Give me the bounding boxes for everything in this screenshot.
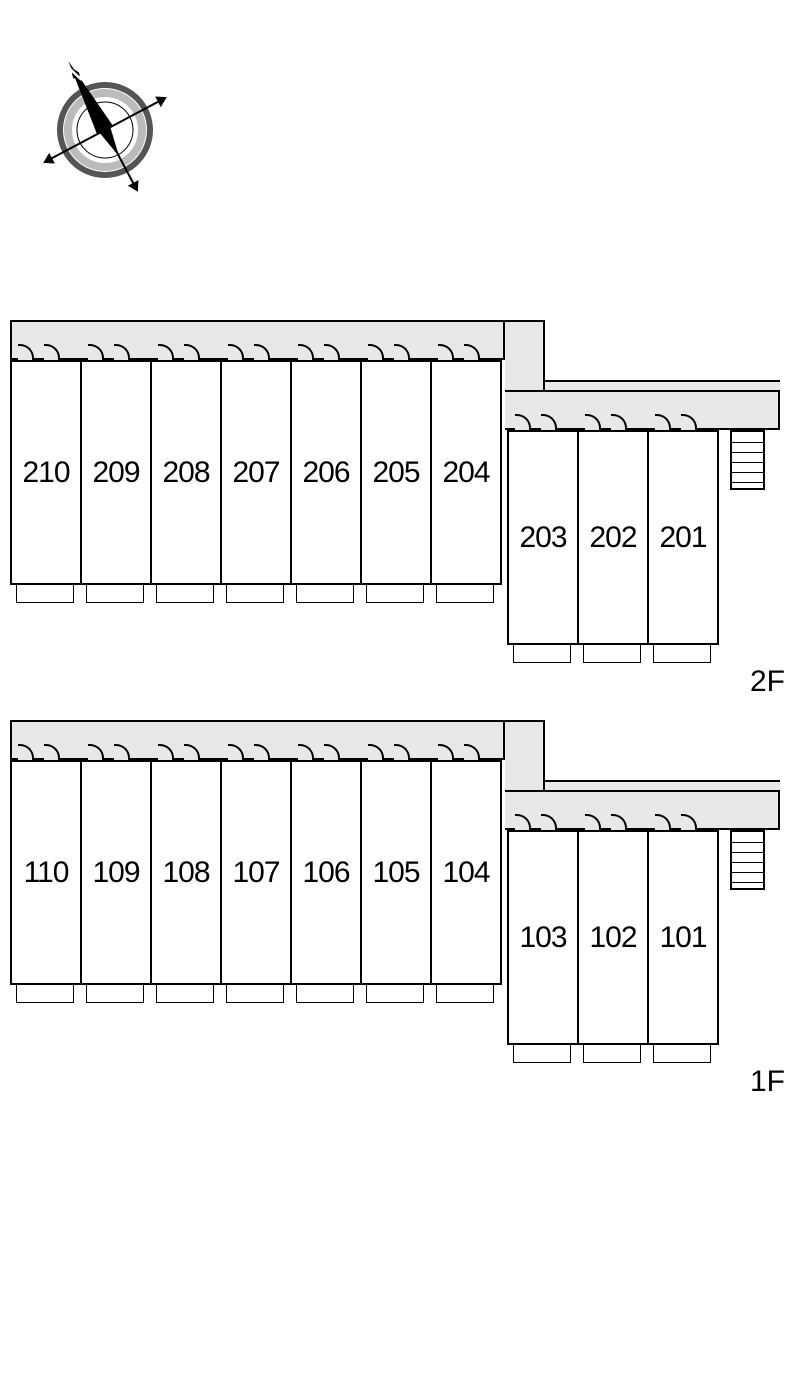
corridor [10,320,505,360]
balcony [226,985,284,1003]
unit-label: 107 [232,856,279,890]
unit-label: 104 [442,856,489,890]
balcony [583,645,641,663]
unit-label: 105 [372,856,419,890]
balcony [296,585,354,603]
unit-208: 208 [150,360,222,585]
unit-109: 109 [80,760,152,985]
unit-label: 109 [92,856,139,890]
balcony [583,1045,641,1063]
balcony [156,585,214,603]
stairs-icon [730,830,765,890]
balcony [436,585,494,603]
unit-label: 202 [589,521,636,555]
balcony [16,985,74,1003]
balcony [366,585,424,603]
balcony [436,985,494,1003]
balcony [366,985,424,1003]
corridor [10,720,505,760]
corridor [505,390,780,430]
unit-label: 106 [302,856,349,890]
unit-label: 207 [232,456,279,490]
unit-201: 201 [647,430,719,645]
balcony [296,985,354,1003]
balcony [156,985,214,1003]
unit-202: 202 [577,430,649,645]
unit-102: 102 [577,830,649,1045]
unit-104: 104 [430,760,502,985]
unit-label: 204 [442,456,489,490]
unit-101: 101 [647,830,719,1045]
unit-106: 106 [290,760,362,985]
unit-label: 103 [519,921,566,955]
unit-110: 110 [10,760,82,985]
unit-label: 210 [22,456,69,490]
unit-label: 208 [162,456,209,490]
unit-label: 102 [589,921,636,955]
unit-108: 108 [150,760,222,985]
unit-207: 207 [220,360,292,585]
unit-103: 103 [507,830,579,1045]
floor-label: 2F [750,665,785,699]
unit-203: 203 [507,430,579,645]
balcony [86,985,144,1003]
unit-210: 210 [10,360,82,585]
unit-105: 105 [360,760,432,985]
unit-107: 107 [220,760,292,985]
balcony [653,645,711,663]
unit-label: 209 [92,456,139,490]
unit-label: 203 [519,521,566,555]
unit-204: 204 [430,360,502,585]
corridor [505,790,780,830]
unit-label: 201 [659,521,706,555]
compass-rose: N [35,30,175,210]
unit-label: 101 [659,921,706,955]
floor-label: 1F [750,1065,785,1099]
balcony [86,585,144,603]
unit-206: 206 [290,360,362,585]
floor-plan-2F: 2102092082072062052042032022012F [10,320,780,690]
unit-205: 205 [360,360,432,585]
balcony [16,585,74,603]
balcony [226,585,284,603]
unit-label: 206 [302,456,349,490]
stairs-icon [730,430,765,490]
unit-label: 108 [162,856,209,890]
balcony [513,1045,571,1063]
floor-plan-1F: 1101091081071061051041031021011F [10,720,780,1090]
unit-209: 209 [80,360,152,585]
compass-north-label: N [63,60,90,90]
unit-label: 205 [372,456,419,490]
balcony [513,645,571,663]
unit-label: 110 [24,856,69,890]
balcony [653,1045,711,1063]
